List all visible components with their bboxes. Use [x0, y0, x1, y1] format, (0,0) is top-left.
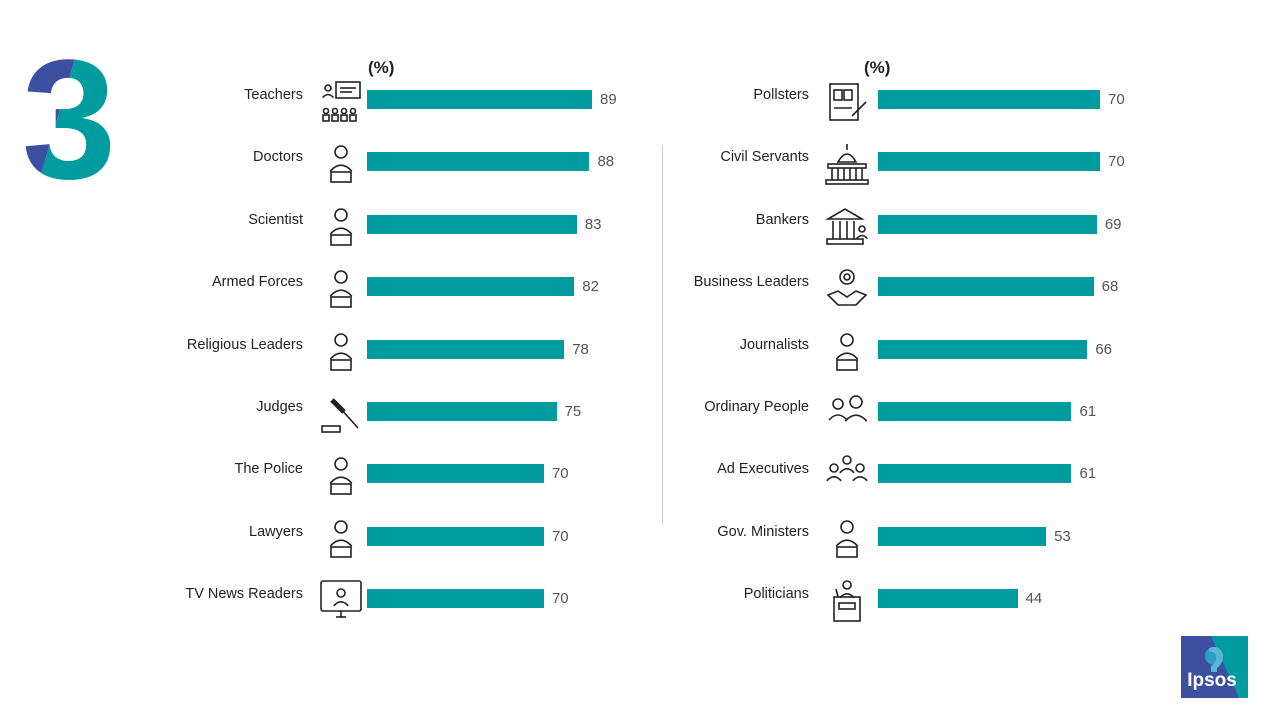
value-label: 66: [1095, 340, 1112, 358]
category-label: Ad Executives: [717, 461, 809, 478]
value-label: 83: [584, 215, 602, 233]
category-label: Lawyers: [249, 523, 303, 540]
news-reader-icon: [318, 577, 364, 623]
category-label: Teachers: [244, 87, 303, 103]
value-label: 75: [564, 403, 582, 420]
bar: [878, 464, 1072, 484]
bar: [367, 152, 590, 172]
category-label: Journalists: [739, 336, 809, 353]
category-label: The Police: [234, 461, 303, 478]
gavel-icon: [318, 390, 364, 436]
bar: [878, 589, 1018, 609]
value-label: 61: [1079, 465, 1097, 483]
minister-icon: [824, 515, 870, 561]
bar: [878, 152, 1100, 172]
value-label: 69: [1104, 215, 1122, 233]
value-label: 89: [600, 91, 617, 108]
page-number: 3 3: [22, 28, 117, 198]
group-icon: [824, 452, 870, 498]
ipsos-logo: [1181, 636, 1248, 698]
bar: [367, 589, 544, 609]
category-label: Judges: [256, 399, 303, 415]
category-label: Bankers: [755, 211, 809, 228]
category-label: Armed Forces: [211, 274, 303, 291]
value-label: 70: [551, 590, 569, 608]
category-label: Gov. Ministers: [717, 523, 809, 540]
category-label: Religious Leaders: [186, 336, 303, 353]
category-label: Ordinary People: [704, 399, 809, 415]
police-officer-icon: [318, 452, 364, 498]
bar: [878, 526, 1047, 546]
value-label: 88: [597, 153, 615, 171]
left-unit-label: (%): [368, 58, 395, 77]
value-label: 78: [572, 340, 589, 358]
value-label: 61: [1079, 403, 1097, 420]
bar: [367, 402, 557, 421]
value-label: 82: [582, 278, 599, 296]
category-label: Civil Servants: [720, 149, 809, 166]
logo-text: Ipsos: [1187, 670, 1237, 691]
bar: [878, 402, 1072, 421]
bar: [878, 90, 1100, 109]
bar: [367, 339, 565, 359]
religious-leader-icon: [318, 328, 364, 374]
value-label: 70: [551, 465, 569, 483]
journalist-icon: [824, 328, 870, 374]
value-label: 68: [1101, 278, 1119, 296]
teacher-icon: [318, 78, 364, 124]
doctor-icon: [318, 140, 364, 186]
value-label: 44: [1025, 590, 1043, 608]
category-label: TV News Readers: [185, 586, 303, 603]
panel-divider: [662, 145, 663, 525]
podium-speaker-icon: [824, 577, 870, 623]
bar: [367, 464, 544, 484]
bank-icon: [824, 203, 870, 249]
bar: [878, 339, 1088, 359]
category-label: Doctors: [253, 149, 303, 166]
value-label: 70: [551, 527, 569, 545]
bar: [367, 277, 575, 297]
bar: [367, 214, 577, 234]
category-label: Pollsters: [753, 87, 809, 103]
lawyer-icon: [318, 515, 364, 561]
handshake-gear-icon: [824, 265, 870, 311]
right-unit-label: (%): [864, 58, 891, 77]
bar: [367, 526, 544, 546]
category-label: Business Leaders: [693, 274, 809, 291]
bar: [367, 90, 592, 109]
value-label: 53: [1054, 527, 1071, 545]
people-icon: [824, 390, 870, 436]
category-label: Scientist: [248, 211, 303, 228]
bar: [878, 214, 1097, 234]
soldier-icon: [318, 265, 364, 311]
bar: [878, 277, 1094, 297]
value-label: 70: [1108, 153, 1125, 171]
survey-clipboard-icon: [824, 78, 870, 124]
scientist-icon: [318, 203, 364, 249]
category-label: Politicians: [743, 586, 809, 603]
capitol-building-icon: [824, 140, 870, 186]
value-label: 70: [1108, 91, 1125, 108]
